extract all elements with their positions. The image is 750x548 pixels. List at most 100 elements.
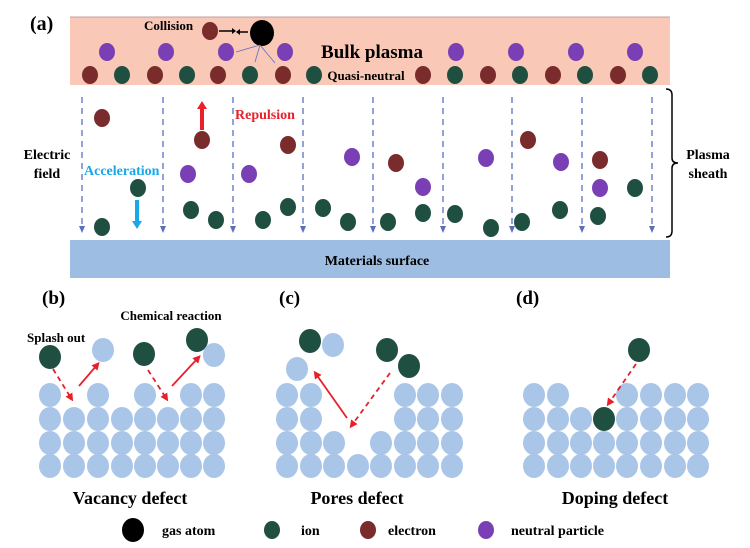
lattice-atom (203, 343, 225, 367)
lattice-atom (417, 383, 439, 407)
collision-arrowhead (232, 28, 236, 34)
electron-particle (415, 66, 431, 84)
lattice-atom (157, 407, 179, 431)
ejected-atom-arrow (313, 370, 348, 419)
field-arrowhead (300, 226, 306, 233)
lattice-atom (323, 431, 345, 455)
lattice-atom (180, 454, 202, 478)
ion-particle (552, 201, 568, 219)
electron-particle (545, 66, 561, 84)
materials-surface-label: Materials surface (325, 254, 430, 269)
lattice-atom (300, 431, 322, 455)
electron-particle (275, 66, 291, 84)
lattice-atom (664, 431, 686, 455)
gas-atom (250, 20, 274, 46)
lattice-atom (664, 407, 686, 431)
neutral-particle (415, 178, 431, 196)
scatter-arrow (235, 44, 261, 53)
lattice-atom (523, 454, 545, 478)
ion-particle (242, 66, 258, 84)
field-arrowhead (160, 226, 166, 233)
neutral-particle (277, 43, 293, 61)
ion-particle (577, 66, 593, 84)
field-arrowhead (579, 226, 585, 233)
field-arrowhead (370, 226, 376, 233)
lattice-atom (616, 407, 638, 431)
lattice-atom (441, 431, 463, 455)
field-arrowhead (509, 226, 515, 233)
lattice-atom (276, 431, 298, 455)
lattice-atom (39, 407, 61, 431)
ion-particle (133, 342, 155, 366)
lattice-atom (300, 454, 322, 478)
ion-particle (280, 198, 296, 216)
lattice-atom (87, 383, 109, 407)
repulsion-arrowhead (197, 101, 207, 109)
pores-defect-title: Pores defect (310, 488, 403, 508)
ion-particle (39, 345, 61, 369)
lattice-atom (616, 383, 638, 407)
ion-particle (315, 199, 331, 217)
scatter-arrow (254, 44, 261, 63)
ion-particle (512, 66, 528, 84)
ion-particle (183, 201, 199, 219)
lattice-atom (111, 407, 133, 431)
lattice-atom (276, 454, 298, 478)
lattice-atom (593, 431, 615, 455)
lattice-atom (441, 454, 463, 478)
incoming-ion-arrow (606, 363, 637, 407)
ion-particle (208, 211, 224, 229)
lattice-atom (134, 431, 156, 455)
lattice-atom (523, 431, 545, 455)
ion-particle (255, 211, 271, 229)
bulk-plasma-label: Bulk plasma (321, 42, 423, 63)
incoming-ion-arrow (52, 368, 74, 402)
lattice-atom (616, 431, 638, 455)
lattice-atom (300, 407, 322, 431)
legend-neutral-label: neutral particle (511, 524, 604, 539)
neutral-particle (568, 43, 584, 61)
lattice-atom (394, 431, 416, 455)
neutral-particle (448, 43, 464, 61)
electric-field-label-2: field (34, 167, 61, 182)
lattice-atom (87, 407, 109, 431)
lattice-atom (370, 454, 392, 478)
ion-particle (628, 338, 650, 362)
lattice-atom (87, 454, 109, 478)
neutral-particle (158, 43, 174, 61)
field-arrowhead (230, 226, 236, 233)
collision-label: Collision (144, 18, 194, 33)
electron-particle (202, 22, 218, 40)
repulsion-label: Repulsion (235, 108, 295, 123)
plasma-sheath-label-1: Plasma (686, 148, 730, 163)
ejected-atom-arrow (78, 361, 100, 387)
scatter-arrow (259, 44, 276, 64)
ion-particle (306, 66, 322, 84)
splash-out-label: Splash out (27, 330, 86, 345)
lattice-atom (203, 407, 225, 431)
lattice-atom (347, 454, 369, 478)
vacancy-defect-title: Vacancy defect (73, 488, 188, 508)
field-arrowhead (440, 226, 446, 233)
lattice-atom (276, 407, 298, 431)
electron-particle (388, 154, 404, 172)
electron-particle (592, 151, 608, 169)
panel-b-label: (b) (42, 288, 65, 309)
ion-particle (114, 66, 130, 84)
lattice-atom (111, 454, 133, 478)
lattice-atom (664, 454, 686, 478)
lattice-atom (547, 431, 569, 455)
lattice-atom (547, 454, 569, 478)
lattice-atom (640, 407, 662, 431)
lattice-atom (39, 454, 61, 478)
legend-ion-label: ion (301, 524, 320, 539)
collision-arrowhead (236, 29, 240, 35)
ion-particle (94, 218, 110, 236)
lattice-atom (203, 454, 225, 478)
lattice-atom (417, 454, 439, 478)
panel-c-label: (c) (279, 288, 300, 309)
lattice-atom (370, 431, 392, 455)
lattice-atom (203, 383, 225, 407)
lattice-atom (180, 407, 202, 431)
